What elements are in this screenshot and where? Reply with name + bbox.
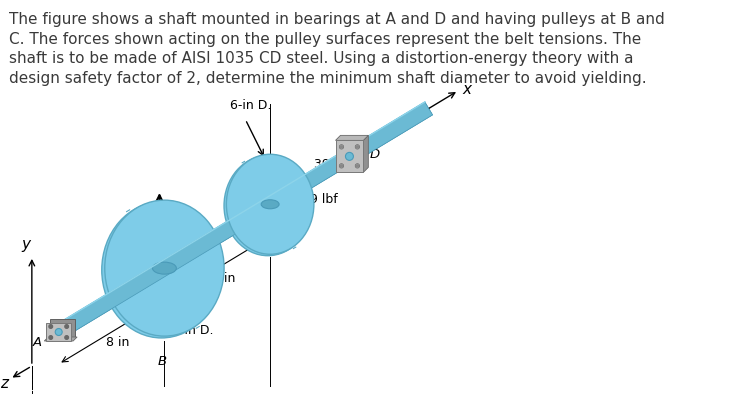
- Polygon shape: [46, 323, 71, 341]
- Text: A: A: [32, 336, 42, 349]
- Polygon shape: [336, 136, 368, 140]
- Polygon shape: [363, 136, 368, 172]
- Polygon shape: [55, 102, 432, 338]
- Ellipse shape: [261, 200, 279, 209]
- Circle shape: [355, 145, 359, 149]
- Text: 392 lbf: 392 lbf: [314, 158, 357, 171]
- Ellipse shape: [226, 154, 314, 254]
- Circle shape: [65, 336, 68, 339]
- Ellipse shape: [224, 156, 312, 256]
- Text: 8 in: 8 in: [212, 272, 235, 285]
- Polygon shape: [336, 140, 363, 172]
- Polygon shape: [55, 102, 432, 338]
- Ellipse shape: [102, 202, 221, 338]
- Text: B: B: [158, 355, 167, 368]
- Text: 59 lbf: 59 lbf: [302, 193, 338, 206]
- Circle shape: [355, 164, 359, 168]
- Circle shape: [356, 146, 359, 148]
- Text: D: D: [369, 148, 379, 161]
- Polygon shape: [45, 337, 77, 341]
- Circle shape: [339, 164, 344, 168]
- Text: 6-in D.: 6-in D.: [230, 99, 271, 112]
- Ellipse shape: [105, 200, 224, 336]
- Circle shape: [49, 325, 53, 328]
- Text: C: C: [286, 198, 295, 211]
- Circle shape: [339, 145, 344, 149]
- Circle shape: [341, 146, 342, 148]
- Text: 6 in: 6 in: [292, 174, 315, 187]
- Circle shape: [341, 165, 342, 167]
- Ellipse shape: [55, 329, 62, 336]
- Text: 8 in: 8 in: [106, 336, 129, 349]
- Text: 50 lbf: 50 lbf: [185, 242, 220, 255]
- Ellipse shape: [153, 262, 176, 274]
- Text: y: y: [22, 237, 31, 252]
- Text: x: x: [463, 82, 472, 97]
- Text: 300 lbf: 300 lbf: [138, 242, 182, 255]
- Circle shape: [356, 165, 359, 167]
- Text: z: z: [0, 377, 8, 392]
- Ellipse shape: [345, 152, 353, 160]
- Circle shape: [49, 336, 53, 339]
- Circle shape: [65, 325, 68, 328]
- Text: 8-in D.: 8-in D.: [173, 323, 214, 336]
- Polygon shape: [51, 319, 75, 337]
- Text: The figure shows a shaft mounted in bearings at A and D and having pulleys at B : The figure shows a shaft mounted in bear…: [9, 12, 664, 86]
